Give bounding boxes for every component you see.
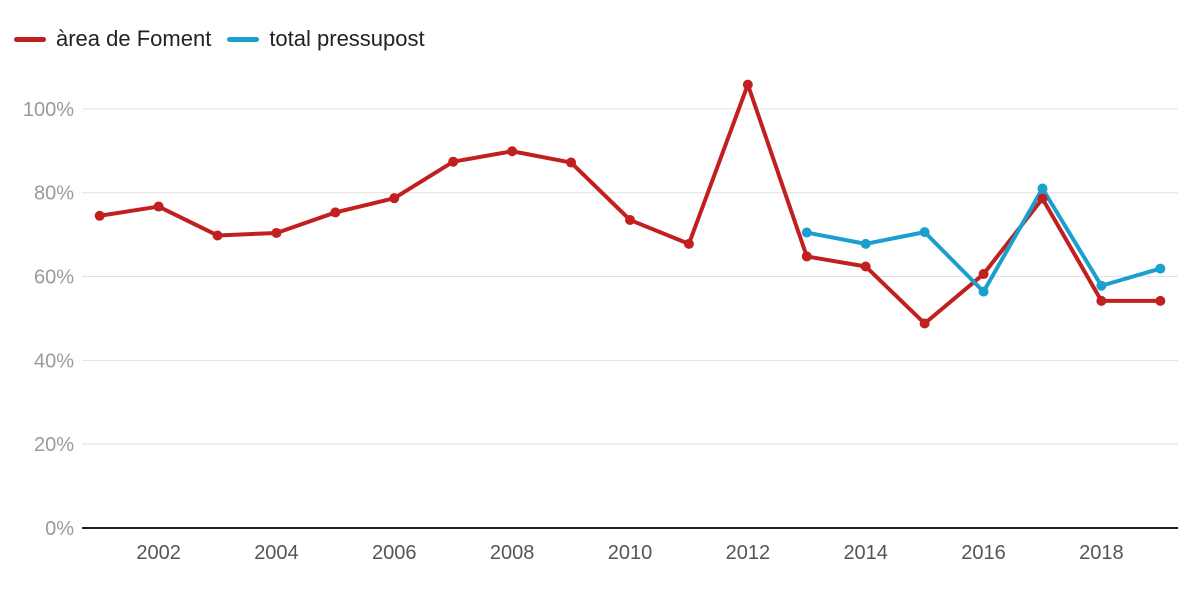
data-point-series-0 bbox=[801, 251, 812, 262]
x-tick-label: 2014 bbox=[843, 542, 888, 564]
x-tick-label: 2010 bbox=[608, 542, 653, 564]
x-tick-label: 2002 bbox=[136, 542, 181, 564]
x-tick-label: 2008 bbox=[490, 542, 535, 564]
data-point-series-0 bbox=[271, 227, 282, 238]
y-tick-label: 0% bbox=[45, 518, 74, 540]
x-tick-label: 2004 bbox=[254, 542, 299, 564]
legend: àrea de Foment total pressupost bbox=[14, 26, 441, 52]
data-point-series-0 bbox=[153, 201, 164, 212]
series-lines bbox=[97, 82, 1163, 326]
data-point-series-0 bbox=[1037, 193, 1048, 204]
y-tick-label: 100% bbox=[23, 99, 74, 121]
series-points bbox=[94, 79, 1166, 329]
data-point-series-0 bbox=[1096, 295, 1107, 306]
legend-swatch-total-pressupost bbox=[227, 36, 260, 42]
x-axis-ticks: 2002 2004 2006 2008 2010 2012 2014 2016 2018 bbox=[136, 542, 1123, 564]
legend-item-total-pressupost: total pressupost bbox=[227, 26, 425, 52]
x-tick-label: 2006 bbox=[372, 542, 417, 564]
y-tick-label: 20% bbox=[34, 434, 74, 456]
y-tick-label: 80% bbox=[34, 183, 74, 205]
data-point-series-0 bbox=[566, 157, 577, 168]
data-point-series-0 bbox=[742, 79, 753, 90]
data-point-series-1 bbox=[1096, 280, 1107, 291]
data-point-series-0 bbox=[625, 214, 635, 225]
data-point-series-0 bbox=[860, 261, 871, 272]
legend-swatch-area-de-foment bbox=[14, 36, 46, 42]
y-tick-label: 60% bbox=[34, 267, 74, 289]
data-point-series-0 bbox=[507, 146, 518, 157]
data-point-series-0 bbox=[683, 238, 694, 249]
legend-item-area-de-foment: àrea de Foment bbox=[14, 26, 211, 52]
data-point-series-1 bbox=[919, 227, 930, 238]
x-tick-label: 2012 bbox=[726, 542, 771, 564]
legend-label-total-pressupost: total pressupost bbox=[269, 26, 425, 51]
data-point-series-1 bbox=[801, 227, 812, 238]
data-point-series-1 bbox=[978, 286, 989, 297]
data-point-series-0 bbox=[94, 210, 105, 221]
data-point-series-0 bbox=[389, 193, 400, 204]
data-point-series-0 bbox=[978, 269, 989, 280]
data-point-series-1 bbox=[1037, 183, 1048, 194]
y-tick-label: 40% bbox=[34, 350, 74, 372]
data-point-series-1 bbox=[860, 238, 871, 249]
data-point-series-1 bbox=[1155, 263, 1166, 274]
data-point-series-0 bbox=[448, 156, 459, 167]
data-point-series-0 bbox=[212, 230, 223, 241]
legend-label-area-de-foment: àrea de Foment bbox=[56, 26, 212, 51]
data-point-series-0 bbox=[919, 318, 930, 329]
data-point-series-0 bbox=[1155, 295, 1166, 306]
x-tick-label: 2016 bbox=[961, 542, 1006, 564]
data-point-series-0 bbox=[330, 207, 341, 218]
series-line-0 bbox=[97, 82, 1163, 326]
y-axis-ticks: 0% 20% 40% 60% 80% 100% bbox=[23, 99, 74, 540]
x-tick-label: 2018 bbox=[1079, 542, 1124, 564]
gridlines bbox=[82, 108, 1178, 529]
